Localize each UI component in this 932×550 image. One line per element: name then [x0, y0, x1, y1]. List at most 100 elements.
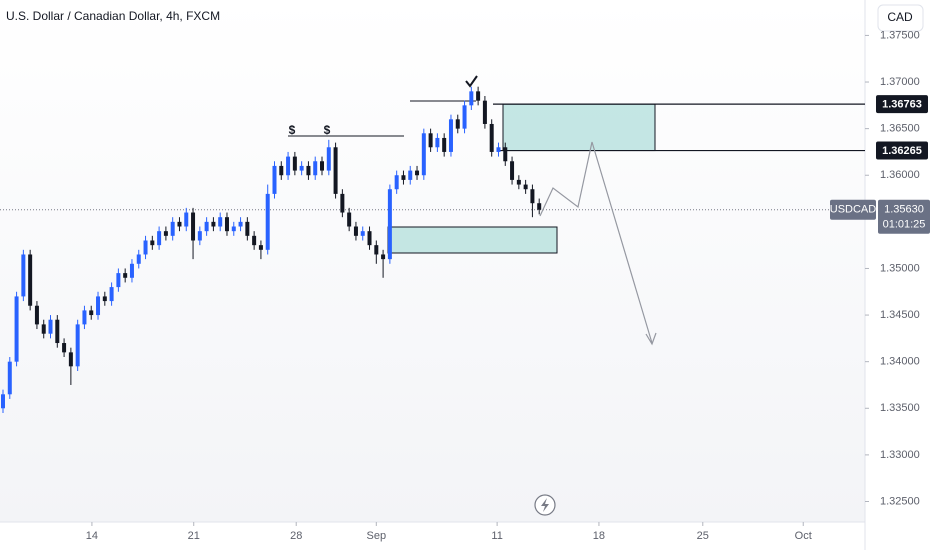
candle-body	[163, 231, 168, 236]
candle-body	[21, 254, 26, 297]
candle-body	[245, 221, 250, 236]
x-tick-label: 25	[697, 530, 709, 542]
candle-body	[320, 161, 325, 171]
candle-body	[116, 273, 121, 288]
candle-body	[136, 254, 141, 264]
candle-body	[489, 123, 494, 152]
candle-body	[367, 231, 372, 246]
candle-body	[143, 240, 148, 255]
y-tick-label: 1.37000	[880, 76, 920, 88]
x-tick-label: Sep	[367, 530, 387, 542]
liquidity-marker: $	[289, 123, 296, 137]
replay-icon[interactable]	[534, 494, 556, 516]
candle-body	[272, 165, 277, 194]
candle-body	[435, 137, 440, 148]
candle-body	[252, 235, 257, 246]
y-tick-label: 1.33000	[880, 449, 920, 461]
candle-body	[326, 147, 331, 171]
candle-body	[530, 189, 535, 204]
x-tick-label: 11	[491, 530, 502, 542]
candle-body	[353, 226, 358, 236]
candle-body	[482, 100, 487, 124]
last-price-label: 1.35630	[884, 204, 924, 216]
supply-zone	[502, 103, 656, 152]
plot-background	[0, 0, 865, 522]
candle-body	[157, 231, 162, 246]
candle-body	[333, 147, 338, 194]
candle-body	[537, 203, 542, 210]
level-price-label: 1.36763	[882, 99, 922, 111]
last-price-box	[878, 199, 930, 234]
candle-body	[496, 147, 501, 152]
projection-arrowhead	[645, 332, 657, 346]
candle-body	[462, 105, 467, 129]
candle-body	[41, 324, 46, 334]
currency-button[interactable]	[877, 4, 924, 32]
y-tick-label: 1.34500	[880, 309, 920, 321]
candle-body	[469, 91, 474, 106]
candle-body	[340, 193, 345, 213]
candle-body	[265, 193, 270, 250]
candle-body	[7, 361, 12, 395]
x-tick-label: 14	[86, 530, 98, 542]
candle-body	[197, 231, 202, 241]
currency-button-label[interactable]: CAD	[887, 10, 913, 24]
candle-body	[204, 221, 209, 232]
candle-body	[1, 394, 5, 409]
candle-body	[238, 221, 243, 227]
icon-bolt[interactable]	[541, 498, 549, 512]
candle-body	[510, 161, 515, 180]
x-tick-label: Oct	[795, 530, 812, 542]
candle-body	[306, 165, 311, 176]
candle-body	[421, 133, 426, 176]
y-tick-label: 1.34000	[880, 356, 920, 368]
countdown-label: 01:01:25	[883, 219, 926, 231]
candle-body	[428, 133, 433, 148]
candle-body	[48, 319, 53, 334]
candle-body	[442, 137, 447, 152]
candle-body	[150, 240, 155, 246]
candle-body	[184, 212, 189, 227]
candle-body	[62, 343, 67, 353]
candle-body	[374, 245, 379, 255]
projection-path	[539, 141, 653, 344]
candle-body	[82, 310, 87, 325]
candle-body	[387, 189, 392, 260]
candle-body	[299, 165, 304, 171]
symbol-label: USDCAD	[830, 204, 877, 216]
level-price-label: 1.36265	[882, 145, 922, 157]
y-tick-label: 1.35000	[880, 262, 920, 274]
candle-body	[102, 296, 107, 302]
candle-body	[224, 217, 229, 232]
candle-body	[218, 217, 223, 227]
candle-body	[415, 170, 420, 176]
x-tick-label: 18	[593, 530, 605, 542]
level-price-box	[876, 95, 928, 114]
y-tick-label: 1.32500	[880, 495, 920, 507]
candle-body	[476, 91, 481, 101]
candle-body	[211, 221, 216, 227]
candle-body	[347, 212, 352, 227]
candle-body	[455, 119, 460, 129]
check-mark	[465, 75, 478, 88]
liquidity-marker: $	[324, 123, 331, 137]
candle-body	[503, 147, 508, 162]
candle-body	[170, 221, 175, 236]
candle-body	[177, 221, 182, 227]
x-tick-label: 28	[290, 530, 302, 542]
candle-body	[313, 161, 318, 176]
candle-body	[96, 296, 101, 316]
candle-body	[381, 254, 386, 260]
chart-title: U.S. Dollar / Canadian Dollar, 4h, FXCM	[6, 9, 220, 23]
candle-body	[34, 305, 39, 325]
candle-body	[360, 231, 365, 236]
candle-body	[258, 245, 263, 250]
candle-body	[292, 156, 297, 171]
symbol-box	[830, 199, 876, 220]
y-tick-label: 1.36500	[880, 123, 920, 135]
candle-body	[14, 296, 19, 362]
candle-body	[394, 175, 399, 190]
candle-body	[231, 226, 236, 232]
demand-zone	[387, 226, 558, 254]
candle-body	[109, 287, 114, 302]
